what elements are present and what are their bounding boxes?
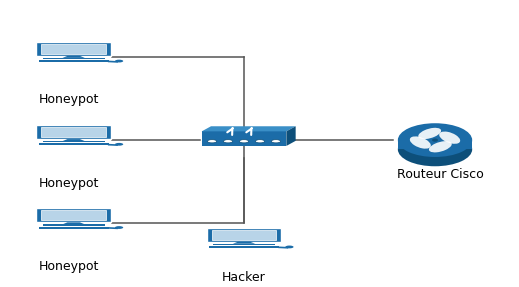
FancyBboxPatch shape <box>36 125 111 139</box>
Polygon shape <box>202 126 296 131</box>
Ellipse shape <box>398 123 472 157</box>
Text: Hacker: Hacker <box>222 271 266 284</box>
FancyBboxPatch shape <box>213 244 275 245</box>
Ellipse shape <box>115 143 123 146</box>
FancyBboxPatch shape <box>38 60 109 62</box>
Polygon shape <box>233 242 255 244</box>
Ellipse shape <box>255 140 265 143</box>
Ellipse shape <box>271 140 281 143</box>
FancyBboxPatch shape <box>202 131 286 146</box>
Polygon shape <box>62 56 85 58</box>
FancyBboxPatch shape <box>43 141 105 142</box>
FancyBboxPatch shape <box>36 42 111 56</box>
Ellipse shape <box>115 226 123 229</box>
FancyBboxPatch shape <box>38 143 109 145</box>
FancyBboxPatch shape <box>42 44 106 54</box>
Polygon shape <box>62 222 85 224</box>
Ellipse shape <box>410 136 431 149</box>
Ellipse shape <box>223 140 233 143</box>
FancyBboxPatch shape <box>207 228 281 242</box>
Ellipse shape <box>285 246 294 248</box>
Ellipse shape <box>115 60 123 63</box>
Text: Honeypot: Honeypot <box>38 177 99 190</box>
Polygon shape <box>286 126 296 146</box>
FancyBboxPatch shape <box>398 140 472 150</box>
Text: Honeypot: Honeypot <box>38 94 99 106</box>
Text: Routeur Cisco: Routeur Cisco <box>397 168 484 181</box>
FancyBboxPatch shape <box>43 58 105 59</box>
FancyBboxPatch shape <box>209 246 279 248</box>
Ellipse shape <box>439 131 460 144</box>
Ellipse shape <box>239 140 249 143</box>
FancyBboxPatch shape <box>42 210 106 220</box>
FancyBboxPatch shape <box>36 208 111 222</box>
Ellipse shape <box>429 141 452 152</box>
FancyBboxPatch shape <box>38 226 109 228</box>
Ellipse shape <box>418 128 441 139</box>
Polygon shape <box>62 139 85 141</box>
Circle shape <box>432 139 438 142</box>
Text: Honeypot: Honeypot <box>38 260 99 273</box>
Ellipse shape <box>398 133 472 166</box>
Ellipse shape <box>208 140 217 143</box>
FancyBboxPatch shape <box>212 230 276 240</box>
FancyBboxPatch shape <box>42 127 106 137</box>
FancyBboxPatch shape <box>43 224 105 226</box>
